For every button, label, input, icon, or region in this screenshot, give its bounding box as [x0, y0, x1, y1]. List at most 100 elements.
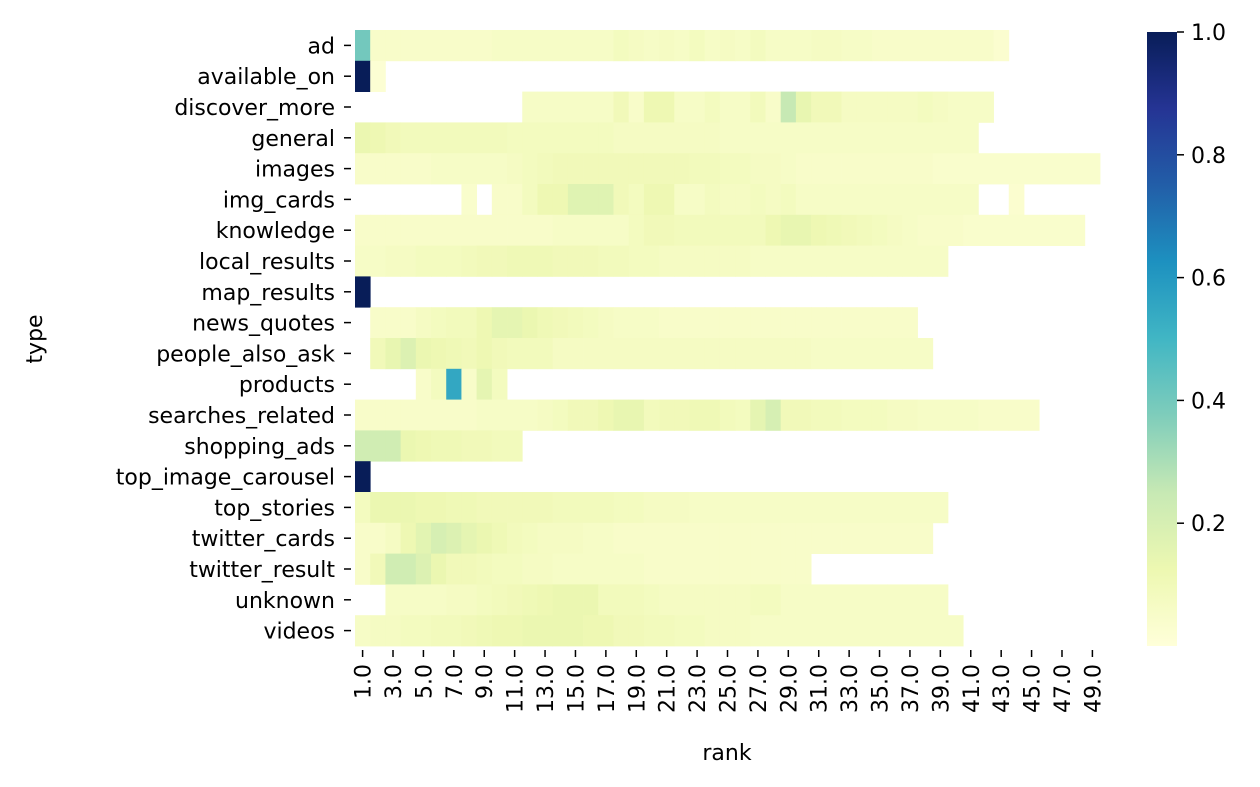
heatmap-cell-news_quotes-28 — [765, 307, 782, 339]
heatmap-cell-news_quotes-18 — [613, 307, 630, 339]
heatmap-cell-general-6 — [431, 122, 447, 154]
heatmap-cell-twitter_cards-32 — [826, 522, 842, 554]
heatmap-cell-people_also_ask-17 — [598, 338, 614, 370]
heatmap-cell-videos-38 — [917, 615, 934, 647]
heatmap-cell-unknown-34 — [856, 584, 873, 616]
heatmap-cell-unknown-17 — [598, 584, 614, 616]
heatmap-cell-news_quotes-12 — [522, 307, 538, 339]
heatmap-cell-discover_more-34 — [856, 91, 873, 123]
heatmap-cell-unknown-16 — [583, 584, 599, 616]
heatmap-cell-top_stories-23 — [689, 492, 706, 524]
heatmap-cell-twitter_result-6 — [431, 553, 447, 585]
heatmap-cell-unknown-8 — [461, 584, 478, 616]
heatmap-cell-videos-21 — [659, 615, 675, 647]
heatmap-cell-shopping_ads-2 — [370, 430, 386, 462]
heatmap-cell-local_results-27 — [750, 245, 766, 277]
x-tick-label: 21.0 — [656, 664, 681, 713]
heatmap-cell-knowledge-37 — [902, 214, 918, 246]
heatmap-cell-top_stories-39 — [932, 492, 949, 524]
heatmap-cell-unknown-36 — [887, 584, 903, 616]
heatmap-cell-local_results-13 — [537, 245, 554, 277]
heatmap-cell-img_cards-25 — [719, 184, 736, 216]
heatmap-cell-top_stories-14 — [552, 492, 569, 524]
heatmap-cell-top_stories-12 — [522, 492, 538, 524]
heatmap-cell-general-3 — [385, 122, 402, 154]
heatmap-cell-twitter_cards-23 — [689, 522, 706, 554]
heatmap-cell-videos-16 — [583, 615, 599, 647]
heatmap-cell-images-37 — [902, 153, 918, 185]
heatmap-cell-twitter_result-14 — [552, 553, 569, 585]
heatmap-cell-searches_related-31 — [811, 399, 827, 431]
heatmap-cell-local_results-6 — [431, 245, 447, 277]
y-tick-label: ad — [308, 34, 335, 59]
heatmap-cell-ad-3 — [385, 30, 402, 62]
heatmap-cell-people_also_ask-20 — [643, 338, 660, 370]
heatmap-cell-top_stories-2 — [370, 492, 386, 524]
heatmap-cell-searches_related-34 — [856, 399, 873, 431]
heatmap-cell-videos-9 — [476, 615, 493, 647]
heatmap-cell-knowledge-11 — [507, 214, 523, 246]
heatmap-cell-images-12 — [522, 153, 538, 185]
heatmap-cell-knowledge-1 — [355, 214, 371, 246]
heatmap-cell-local_results-15 — [567, 245, 584, 277]
heatmap-cell-general-17 — [598, 122, 614, 154]
y-tick-label: twitter_cards — [192, 527, 335, 552]
heatmap-cell-people_also_ask-22 — [674, 338, 690, 370]
heatmap-cell-videos-23 — [689, 615, 706, 647]
heatmap-cell-searches_related-24 — [704, 399, 721, 431]
heatmap-cell-local_results-17 — [598, 245, 614, 277]
colorbar-tick-label: 0.6 — [1191, 267, 1226, 292]
heatmap-cell-ad-15 — [567, 30, 584, 62]
heatmap-cell-discover_more-41 — [963, 91, 979, 123]
heatmap-cell-unknown-5 — [415, 584, 432, 616]
heatmap-cell-ad-22 — [674, 30, 690, 62]
heatmap-cell-knowledge-24 — [704, 214, 721, 246]
x-tick-label: 37.0 — [899, 664, 924, 713]
y-tick-label: unknown — [235, 589, 335, 614]
heatmap-cell-img_cards-22 — [674, 184, 690, 216]
heatmap-cell-local_results-36 — [887, 245, 903, 277]
heatmap-cell-general-37 — [902, 122, 918, 154]
heatmap-cell-discover_more-29 — [780, 91, 797, 123]
y-tick-label: img_cards — [223, 188, 335, 213]
heatmap-cell-knowledge-8 — [461, 214, 478, 246]
heatmap-cell-top_stories-35 — [871, 492, 888, 524]
heatmap-cell-videos-11 — [507, 615, 523, 647]
heatmap-cell-news_quotes-13 — [537, 307, 554, 339]
heatmap-cell-general-9 — [476, 122, 493, 154]
heatmap-cell-searches_related-21 — [659, 399, 675, 431]
y-tick-label: images — [255, 158, 335, 183]
heatmap-cell-ad-13 — [537, 30, 554, 62]
heatmap-cell-images-16 — [583, 153, 599, 185]
heatmap-cell-people_also_ask-6 — [431, 338, 447, 370]
heatmap-cell-unknown-23 — [689, 584, 706, 616]
heatmap-cell-twitter_cards-4 — [400, 522, 417, 554]
heatmap-cell-people_also_ask-21 — [659, 338, 675, 370]
y-axis-label: type — [23, 314, 48, 363]
heatmap-cell-twitter_cards-38 — [917, 522, 934, 554]
x-tick-label: 1.0 — [352, 664, 377, 699]
heatmap-cell-general-38 — [917, 122, 934, 154]
y-tick-label: people_also_ask — [156, 342, 335, 367]
heatmap-cell-ad-35 — [871, 30, 888, 62]
heatmap-cell-searches_related-9 — [476, 399, 493, 431]
heatmap-cell-ad-6 — [431, 30, 447, 62]
heatmap-cell-videos-19 — [628, 615, 645, 647]
heatmap-cell-videos-31 — [811, 615, 827, 647]
heatmap-cell-ad-34 — [856, 30, 873, 62]
y-tick-label: available_on — [197, 65, 335, 90]
heatmap-cell-products-6 — [431, 368, 447, 400]
heatmap-cell-images-29 — [780, 153, 797, 185]
heatmap-cell-knowledge-14 — [552, 214, 569, 246]
heatmap-cell-knowledge-44 — [1008, 214, 1025, 246]
heatmap-cell-ad-9 — [476, 30, 493, 62]
heatmap-cell-img_cards-18 — [613, 184, 630, 216]
heatmap-cell-knowledge-28 — [765, 214, 782, 246]
heatmap-cell-twitter_result-22 — [674, 553, 690, 585]
heatmap-cell-images-33 — [841, 153, 858, 185]
heatmap-cell-twitter_result-3 — [385, 553, 402, 585]
heatmap-cell-people_also_ask-18 — [613, 338, 630, 370]
heatmap-cell-general-13 — [537, 122, 554, 154]
heatmap-cell-unknown-19 — [628, 584, 645, 616]
heatmap-cell-images-44 — [1008, 153, 1025, 185]
